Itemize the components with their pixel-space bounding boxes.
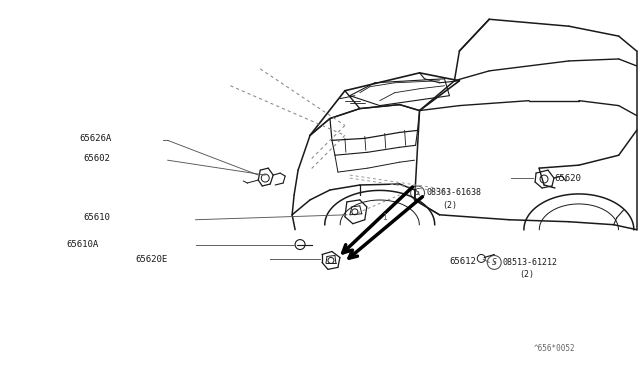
- Text: (2): (2): [442, 201, 458, 210]
- Text: ^656*0052: ^656*0052: [534, 344, 576, 353]
- Text: S: S: [492, 258, 497, 267]
- Text: S: S: [415, 189, 420, 198]
- Text: (2): (2): [519, 270, 534, 279]
- Text: 65626A: 65626A: [79, 134, 111, 143]
- Text: 08513-61212: 08513-61212: [502, 258, 557, 267]
- Text: 65610: 65610: [83, 213, 110, 222]
- Text: 65602: 65602: [83, 154, 110, 163]
- Text: 65612: 65612: [449, 257, 476, 266]
- Text: 08363-61638: 08363-61638: [426, 189, 481, 198]
- Text: 65620: 65620: [554, 174, 581, 183]
- Text: 1: 1: [382, 213, 387, 222]
- Text: 65620E: 65620E: [136, 255, 168, 264]
- Text: 65610A: 65610A: [66, 240, 99, 249]
